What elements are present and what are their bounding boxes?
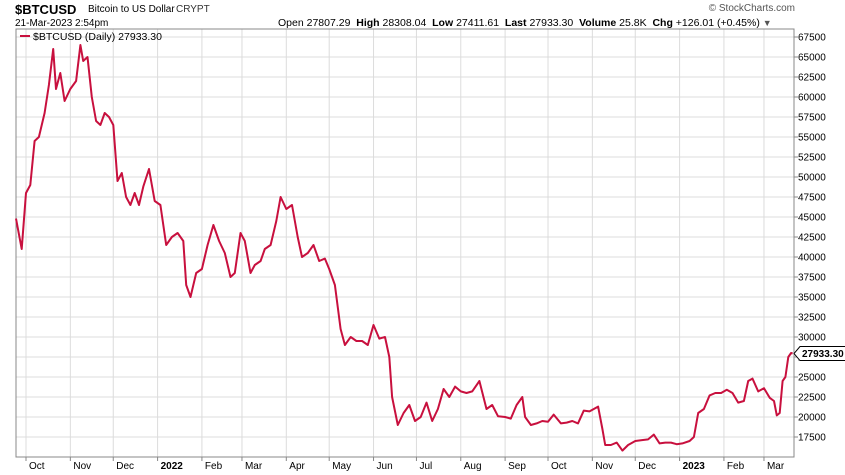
x-tick-label: Apr xyxy=(289,461,305,472)
chg-value: +126.01 (+0.45%) xyxy=(675,17,760,29)
open-label: Open xyxy=(278,17,304,29)
y-axis: 1750020000225002500027500300003250035000… xyxy=(794,33,826,444)
x-tick-label: Oct xyxy=(29,461,45,472)
low-label: Low xyxy=(432,17,454,29)
y-tick-label: 35000 xyxy=(798,293,826,304)
quote-datetime: 21-Mar-2023 2:54pm xyxy=(15,18,109,29)
chart-header: $BTCUSD Bitcoin to US Dollar CRYPT 21-Ma… xyxy=(0,0,845,30)
series-line-btcusd xyxy=(15,44,793,452)
y-tick-label: 50000 xyxy=(798,173,826,184)
x-tick-label: Dec xyxy=(116,461,134,472)
y-tick-label: 52500 xyxy=(798,153,826,164)
y-tick-label: 57500 xyxy=(798,113,826,124)
y-tick-label: 47500 xyxy=(798,193,826,204)
last-value-label: 27933.30 xyxy=(802,349,844,360)
x-tick-label: Oct xyxy=(551,461,567,472)
legend-label: $BTCUSD (Daily) 27933.30 xyxy=(33,31,162,43)
y-tick-label: 62500 xyxy=(798,73,826,84)
x-tick-label: Feb xyxy=(205,461,223,472)
y-tick-label: 55000 xyxy=(798,133,826,144)
y-tick-label: 65000 xyxy=(798,53,826,64)
y-tick-label: 40000 xyxy=(798,253,826,264)
y-tick-label: 22500 xyxy=(798,393,826,404)
x-tick-label: Mar xyxy=(767,461,785,472)
y-tick-label: 17500 xyxy=(798,433,826,444)
x-tick-label: Mar xyxy=(245,461,263,472)
y-tick-label: 32500 xyxy=(798,313,826,324)
x-tick-label: Jul xyxy=(419,461,432,472)
plot-frame xyxy=(15,28,795,458)
x-tick-label: Sep xyxy=(508,461,526,472)
x-tick-label: Nov xyxy=(73,461,91,472)
x-tick-label: Dec xyxy=(638,461,656,472)
high-label: High xyxy=(356,17,380,29)
y-tick-label: 30000 xyxy=(798,333,826,344)
x-tick-label: 2022 xyxy=(161,461,184,472)
x-tick-label: Nov xyxy=(595,461,613,472)
volume-label: Volume xyxy=(579,17,617,29)
last-value-marker: 27933.30 xyxy=(793,346,845,362)
x-axis: Oct Nov Dec 2022 Feb Mar Apr May Jun Jul Aug Sep Oct… xyxy=(25,457,785,472)
symbol-description: Bitcoin to US Dollar xyxy=(88,4,175,15)
exchange-label: CRYPT xyxy=(176,4,210,15)
last-value-arrow xyxy=(793,346,845,362)
y-tick-label: 42500 xyxy=(798,233,826,244)
y-tick-label: 20000 xyxy=(798,413,826,424)
low-value: 27411.61 xyxy=(456,17,500,29)
y-tick-label: 60000 xyxy=(798,93,826,104)
symbol-title: $BTCUSD xyxy=(15,2,77,17)
x-tick-label: May xyxy=(332,461,351,472)
volume-value: 25.8K xyxy=(619,17,647,29)
high-value: 28308.04 xyxy=(382,17,427,29)
chart-legend: $BTCUSD (Daily) 27933.30 xyxy=(20,31,162,43)
y-tick-label: 67500 xyxy=(798,33,826,44)
y-tick-label: 25000 xyxy=(798,373,826,384)
chg-down-arrow-icon: ▼ xyxy=(762,18,772,28)
x-tick-label: Jun xyxy=(377,461,393,472)
open-value: 27807.29 xyxy=(306,17,351,29)
chart-grid xyxy=(16,29,794,457)
y-tick-label: 37500 xyxy=(798,273,826,284)
y-tick-label: 45000 xyxy=(798,213,826,224)
x-tick-label: 2023 xyxy=(683,461,706,472)
stockcharts-brand[interactable]: © StockCharts.com xyxy=(708,3,795,14)
last-value: 27933.30 xyxy=(529,17,574,29)
chg-label: Chg xyxy=(652,17,673,29)
x-tick-label: Feb xyxy=(727,461,745,472)
ohlc-summary: Open 27807.29 High 28308.04 Low 27411.61… xyxy=(278,17,772,29)
x-tick-label: Aug xyxy=(464,461,482,472)
last-label: Last xyxy=(504,17,527,29)
